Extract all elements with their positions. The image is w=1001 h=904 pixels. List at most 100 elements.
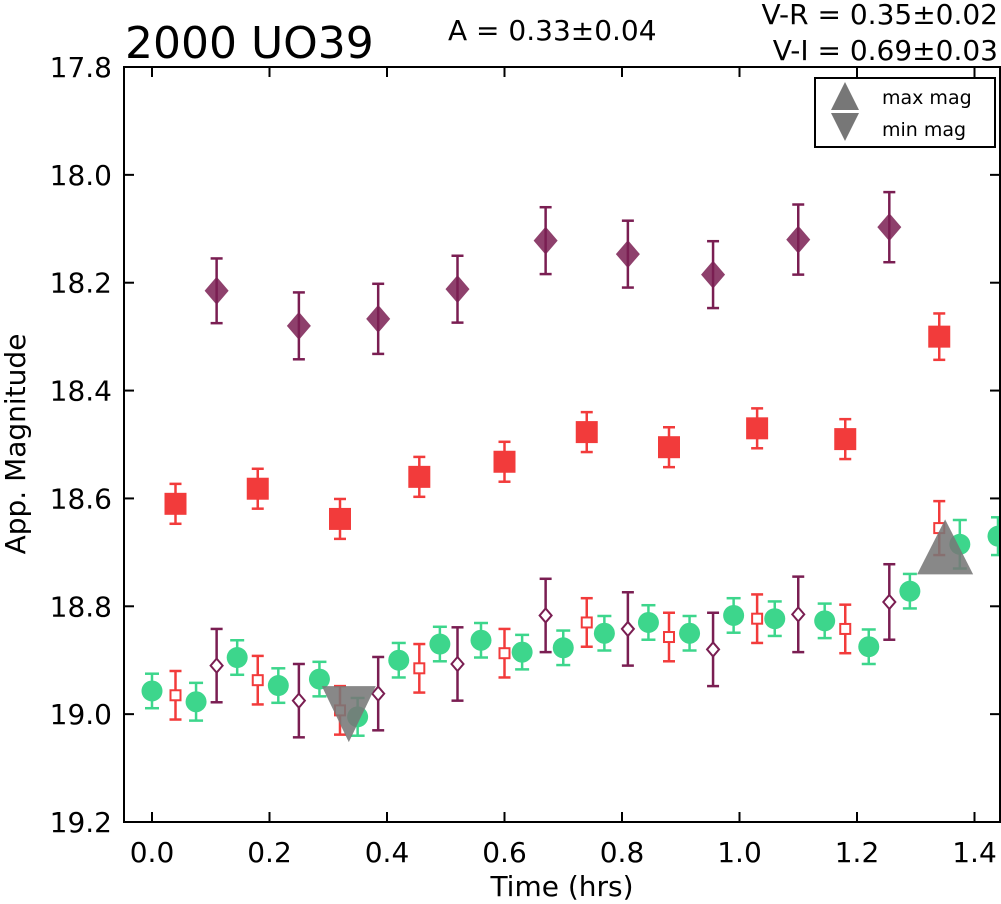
x-tick-label: 0.4 bbox=[365, 836, 410, 869]
square-marker bbox=[658, 436, 680, 459]
x-tick-label: 1.2 bbox=[835, 836, 880, 869]
circle-marker bbox=[814, 610, 836, 632]
legend-min-mag-marker bbox=[831, 113, 859, 141]
data-point bbox=[679, 614, 701, 652]
open-diamond-marker bbox=[705, 640, 721, 658]
series-diamond-open bbox=[209, 562, 897, 739]
circle-marker bbox=[226, 647, 248, 669]
data-point bbox=[928, 312, 951, 362]
x-tick-label: 0.2 bbox=[247, 836, 292, 869]
data-point bbox=[498, 627, 511, 679]
plot-frame bbox=[123, 66, 1001, 823]
diamond-marker bbox=[366, 304, 391, 333]
data-point bbox=[185, 681, 207, 722]
circle-marker bbox=[470, 629, 492, 651]
circle-marker bbox=[987, 525, 1000, 547]
legend: max mag min mag bbox=[814, 77, 996, 148]
data-points-layer bbox=[141, 190, 1000, 739]
circle-marker bbox=[899, 580, 921, 602]
data-point bbox=[445, 254, 470, 324]
y-axis-label: App. Magnitude bbox=[0, 334, 32, 555]
extrema-markers-layer bbox=[321, 519, 974, 743]
circle-marker bbox=[267, 675, 289, 697]
data-point bbox=[408, 455, 431, 499]
circle-marker bbox=[388, 649, 410, 671]
data-point bbox=[538, 577, 553, 654]
data-point bbox=[429, 625, 451, 663]
data-point bbox=[987, 516, 1000, 557]
data-point bbox=[881, 562, 897, 641]
open-diamond-marker bbox=[450, 655, 465, 673]
data-point bbox=[533, 205, 558, 276]
y-tick-label: 19.0 bbox=[50, 698, 112, 731]
data-point bbox=[790, 575, 806, 654]
square-marker bbox=[493, 450, 516, 473]
square-marker bbox=[575, 421, 598, 444]
data-point bbox=[637, 603, 659, 641]
data-point bbox=[705, 611, 721, 688]
y-tick-label: 18.2 bbox=[50, 267, 112, 300]
square-marker bbox=[164, 492, 187, 515]
x-tick-label: 0.0 bbox=[130, 836, 175, 869]
v-r-color-annotation: V-R = 0.35±0.02 bbox=[762, 0, 998, 31]
data-point bbox=[723, 596, 745, 634]
chart-title: 2000 UO39 bbox=[125, 18, 374, 69]
data-point bbox=[209, 627, 224, 704]
open-diamond-marker bbox=[538, 606, 553, 624]
open-square-marker bbox=[663, 631, 675, 644]
circle-marker bbox=[679, 622, 701, 644]
x-tick-label: 1.4 bbox=[952, 836, 997, 869]
data-point bbox=[899, 572, 921, 610]
max-mag-marker bbox=[917, 519, 974, 575]
x-tick-label: 0.8 bbox=[600, 836, 645, 869]
data-point bbox=[764, 600, 786, 638]
data-point bbox=[366, 282, 391, 356]
circle-marker bbox=[511, 641, 533, 663]
circle-marker bbox=[141, 680, 163, 702]
open-square-marker bbox=[839, 622, 852, 635]
y-tick-label: 18.4 bbox=[50, 375, 112, 408]
data-point bbox=[663, 611, 675, 663]
data-point bbox=[291, 662, 307, 739]
square-marker bbox=[246, 477, 269, 500]
data-point bbox=[839, 603, 852, 655]
y-tick-label: 18.6 bbox=[50, 482, 112, 515]
data-point bbox=[308, 660, 330, 698]
circle-marker bbox=[429, 633, 451, 655]
data-point bbox=[751, 593, 764, 645]
series-square-filled bbox=[164, 312, 951, 541]
data-point bbox=[450, 626, 465, 702]
diamond-marker bbox=[701, 260, 726, 289]
square-marker bbox=[408, 465, 431, 488]
data-point bbox=[204, 257, 229, 325]
data-point bbox=[470, 621, 492, 659]
x-tick-label: 1.0 bbox=[717, 836, 762, 869]
diamond-marker bbox=[204, 276, 229, 305]
square-marker bbox=[329, 507, 351, 530]
legend-max-mag-label: max mag bbox=[882, 87, 972, 109]
circle-marker bbox=[723, 604, 745, 626]
circle-marker bbox=[858, 636, 880, 658]
data-point bbox=[814, 602, 836, 640]
data-point bbox=[164, 482, 187, 526]
data-point bbox=[746, 407, 769, 450]
legend-max-mag-marker bbox=[831, 82, 859, 110]
diamond-marker bbox=[786, 225, 811, 254]
data-point bbox=[511, 633, 533, 671]
open-diamond-marker bbox=[370, 685, 386, 703]
open-diamond-marker bbox=[291, 692, 307, 710]
y-tick-label: 19.2 bbox=[50, 806, 112, 839]
data-point bbox=[141, 672, 163, 710]
y-tick-label: 18.8 bbox=[50, 590, 112, 623]
data-point bbox=[388, 641, 410, 679]
square-marker bbox=[834, 428, 857, 451]
circle-marker bbox=[308, 668, 330, 690]
data-point bbox=[658, 425, 680, 469]
open-diamond-marker bbox=[790, 605, 806, 623]
data-point bbox=[246, 467, 269, 510]
data-point bbox=[552, 629, 574, 667]
open-diamond-marker bbox=[620, 620, 636, 638]
data-point bbox=[593, 614, 615, 652]
open-diamond-marker bbox=[209, 657, 224, 675]
